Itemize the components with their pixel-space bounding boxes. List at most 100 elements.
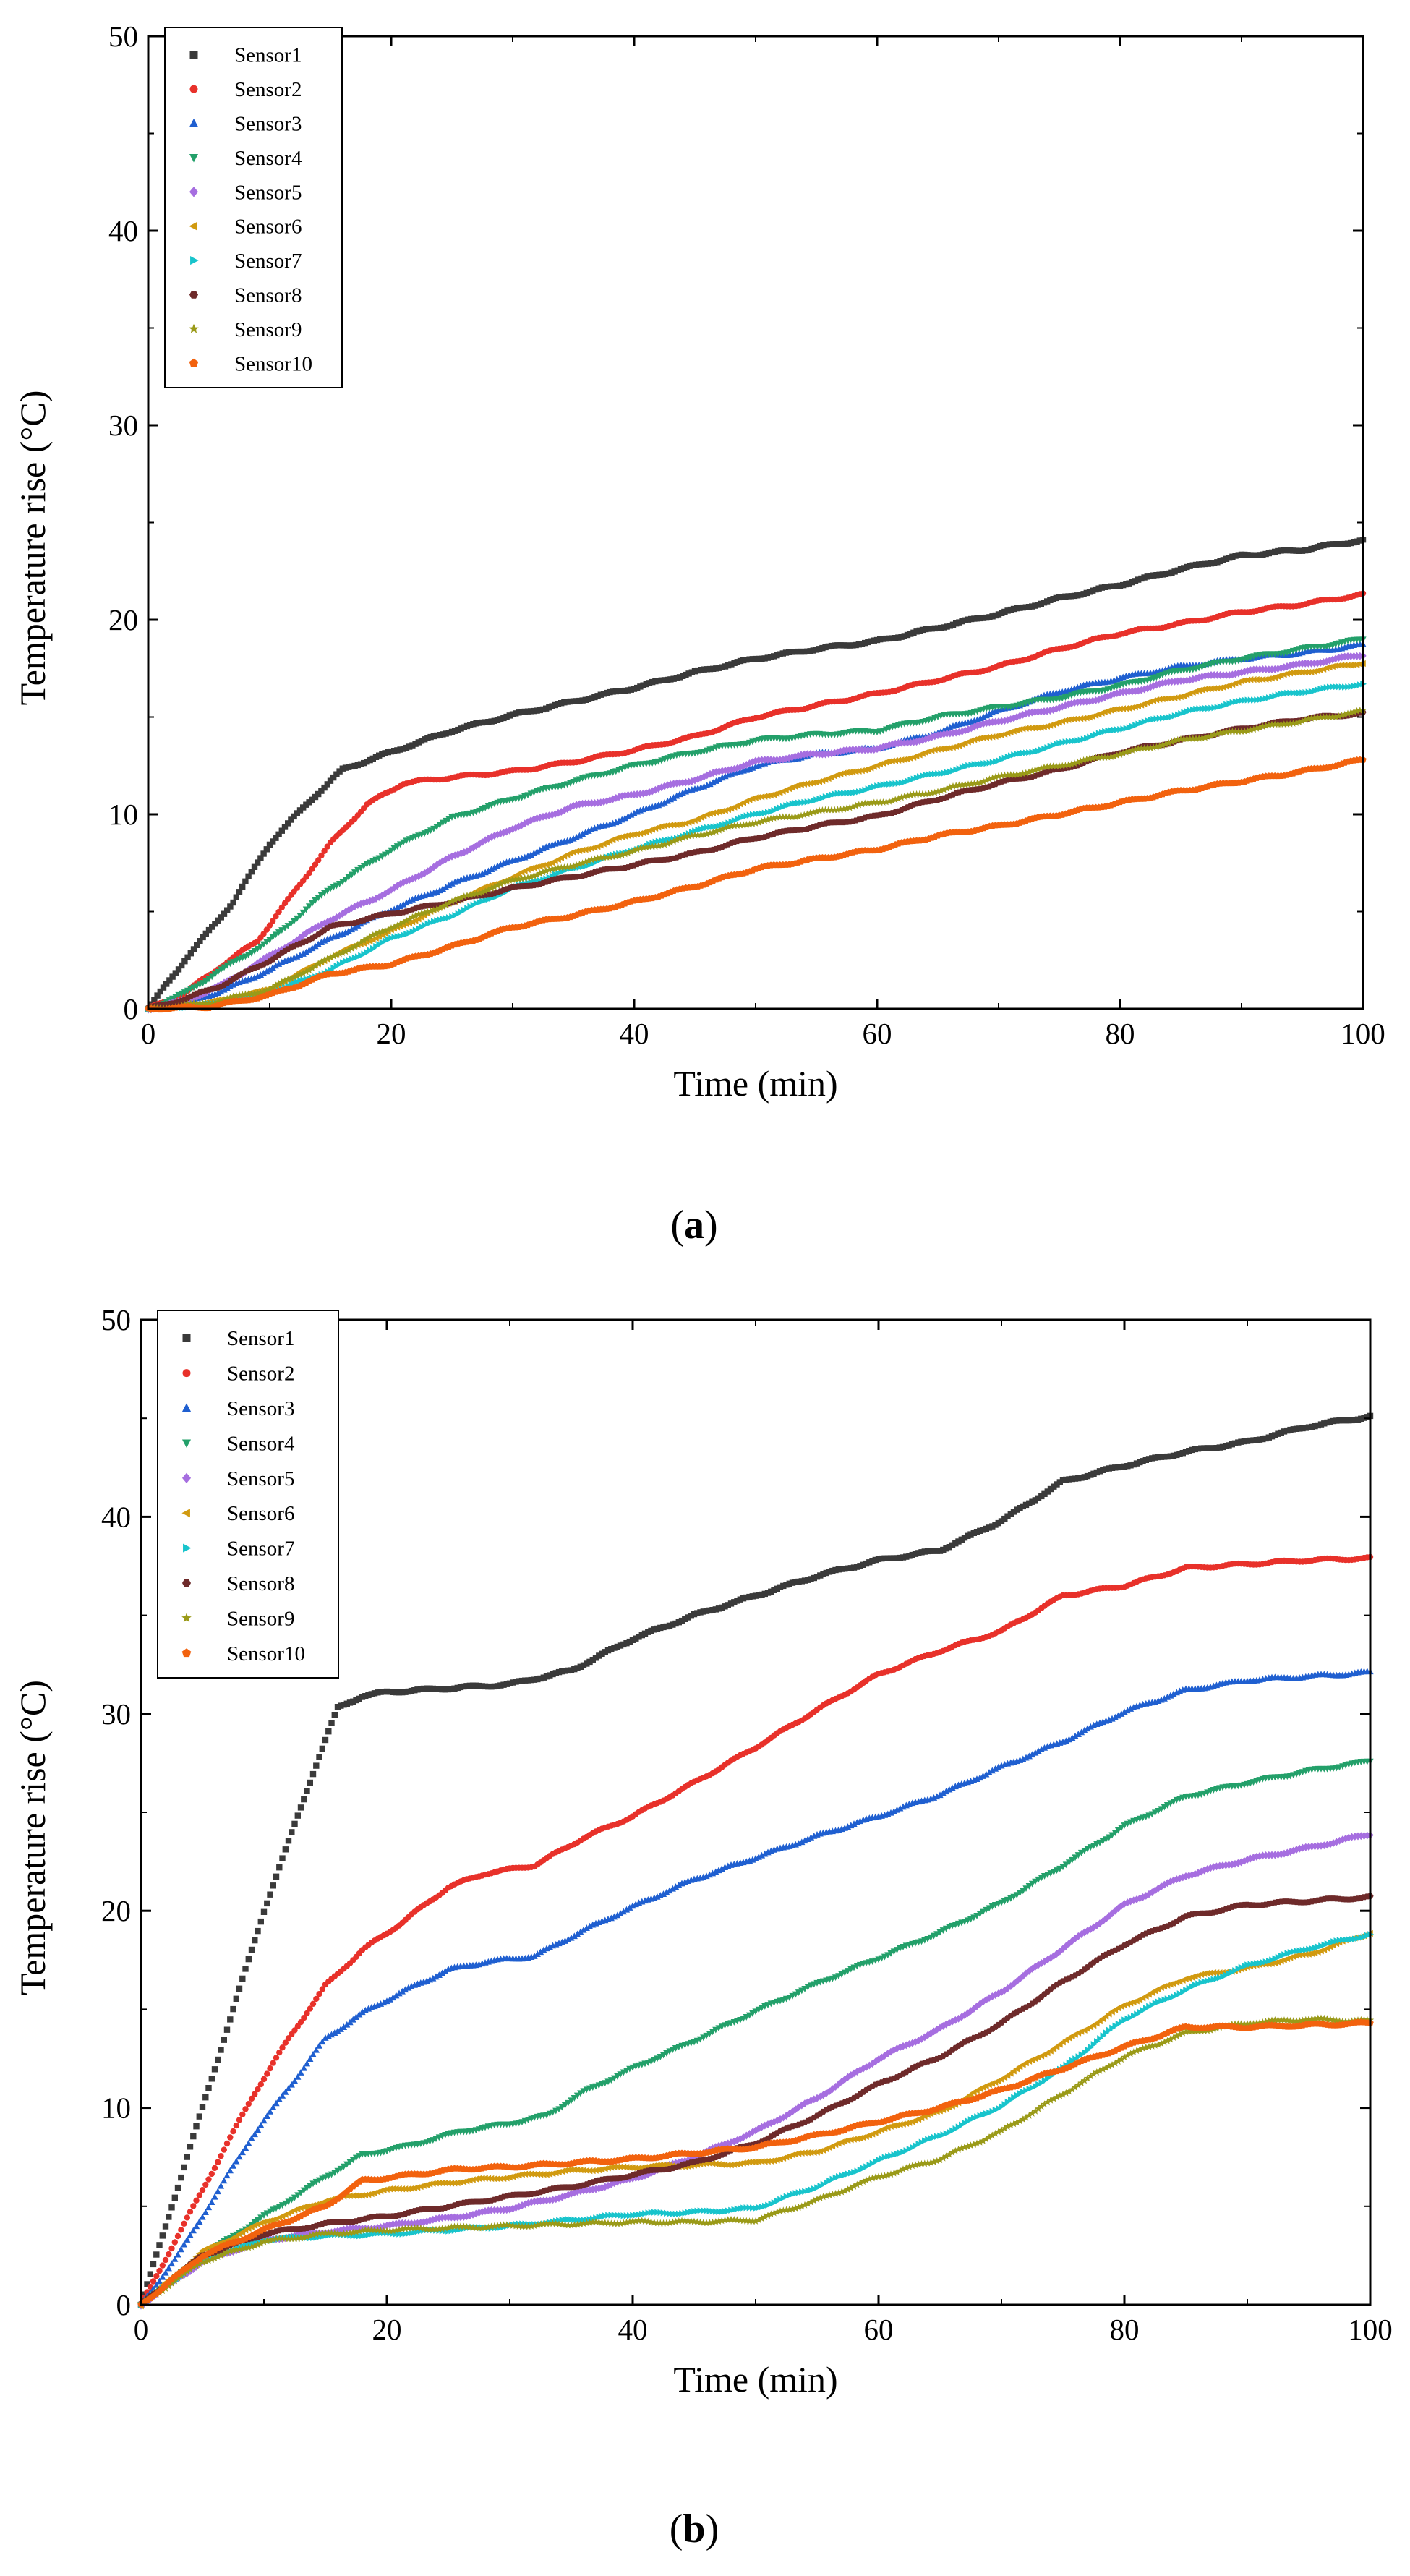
data-point (973, 735, 980, 743)
data-point (536, 863, 543, 870)
data-point (1135, 686, 1142, 695)
data-point (245, 1956, 252, 1963)
data-point (734, 764, 741, 772)
data-point (1107, 691, 1115, 699)
data-point (1213, 684, 1221, 692)
data-point (712, 777, 720, 784)
data-point (573, 848, 579, 855)
legend-label-sensor9: Sensor9 (234, 318, 302, 341)
data-point (933, 746, 941, 753)
data-point (1019, 710, 1027, 719)
data-point (1010, 714, 1017, 722)
data-point (174, 2184, 181, 2191)
data-point (715, 775, 723, 782)
data-point (1019, 725, 1026, 733)
data-point (275, 908, 282, 916)
legend-label-sensor1: Sensor1 (234, 44, 302, 67)
data-point (667, 796, 675, 803)
data-point (803, 780, 811, 788)
data-point (943, 745, 950, 752)
data-point (239, 1975, 246, 1982)
data-point (196, 2192, 202, 2198)
data-point (324, 843, 330, 850)
data-point (273, 2055, 280, 2061)
data-point (809, 779, 816, 787)
data-point (1161, 695, 1168, 702)
data-point (294, 915, 301, 922)
data-point (239, 2111, 246, 2117)
data-point (153, 2273, 160, 2279)
y-tick-label: 50 (108, 20, 138, 53)
data-point (252, 1937, 258, 1944)
data-point (299, 950, 307, 957)
data-point (211, 2165, 218, 2172)
data-point (797, 781, 804, 788)
data-point (1043, 707, 1051, 715)
data-point (709, 809, 716, 816)
data-point (294, 1812, 301, 1819)
data-point (187, 2209, 194, 2215)
data-point (205, 976, 213, 983)
data-point (289, 1829, 295, 1835)
data-point (894, 756, 902, 764)
data-point (316, 1754, 322, 1760)
data-point (260, 2076, 268, 2083)
data-point (264, 2070, 270, 2077)
data-point (156, 2267, 163, 2274)
data-point (1068, 699, 1075, 708)
data-point (260, 941, 268, 948)
data-point (245, 873, 252, 879)
data-point (660, 822, 667, 829)
data-point (366, 897, 374, 905)
data-point (839, 769, 847, 777)
data-point (664, 797, 671, 804)
series-sensor9 (144, 706, 1367, 1012)
data-point (166, 2251, 172, 2258)
data-point (208, 2076, 215, 2082)
data-point (1332, 654, 1339, 663)
data-point (928, 747, 935, 754)
data-point (633, 830, 640, 838)
data-point (965, 725, 972, 734)
data-point (1210, 685, 1217, 692)
data-point (208, 2170, 215, 2178)
data-point (221, 2037, 227, 2043)
legend-label-sensor7: Sensor7 (234, 250, 302, 273)
data-point (301, 1796, 307, 1803)
data-point (751, 794, 759, 801)
data-point (1004, 716, 1012, 725)
data-point (193, 2123, 200, 2130)
data-point (233, 894, 239, 900)
data-point (276, 1864, 283, 1871)
data-point (1082, 714, 1090, 722)
data-point (967, 724, 975, 733)
data-point (331, 1712, 338, 1718)
data-point (1095, 695, 1103, 704)
data-point (269, 964, 276, 971)
data-point (242, 2106, 249, 2112)
x-tick-label: 60 (863, 1017, 892, 1050)
data-point (1147, 683, 1154, 691)
x-tick-label: 40 (620, 1017, 649, 1050)
data-point (758, 793, 765, 801)
data-point (892, 757, 898, 764)
data-point (1292, 660, 1300, 668)
data-point (302, 906, 310, 913)
data-point (257, 2081, 264, 2088)
data-point (309, 866, 315, 872)
data-point (205, 2085, 212, 2091)
data-point (393, 904, 401, 911)
data-point (670, 821, 677, 829)
data-point (1328, 662, 1336, 670)
y-tick-label: 20 (108, 603, 138, 636)
data-point (931, 746, 938, 754)
data-point (178, 2174, 184, 2181)
data-point (581, 846, 589, 853)
data-point (1271, 665, 1278, 673)
data-point (270, 2060, 276, 2066)
data-point (236, 1985, 243, 1992)
data-point (221, 2146, 227, 2153)
data-point (1122, 704, 1129, 712)
data-point (230, 899, 236, 906)
